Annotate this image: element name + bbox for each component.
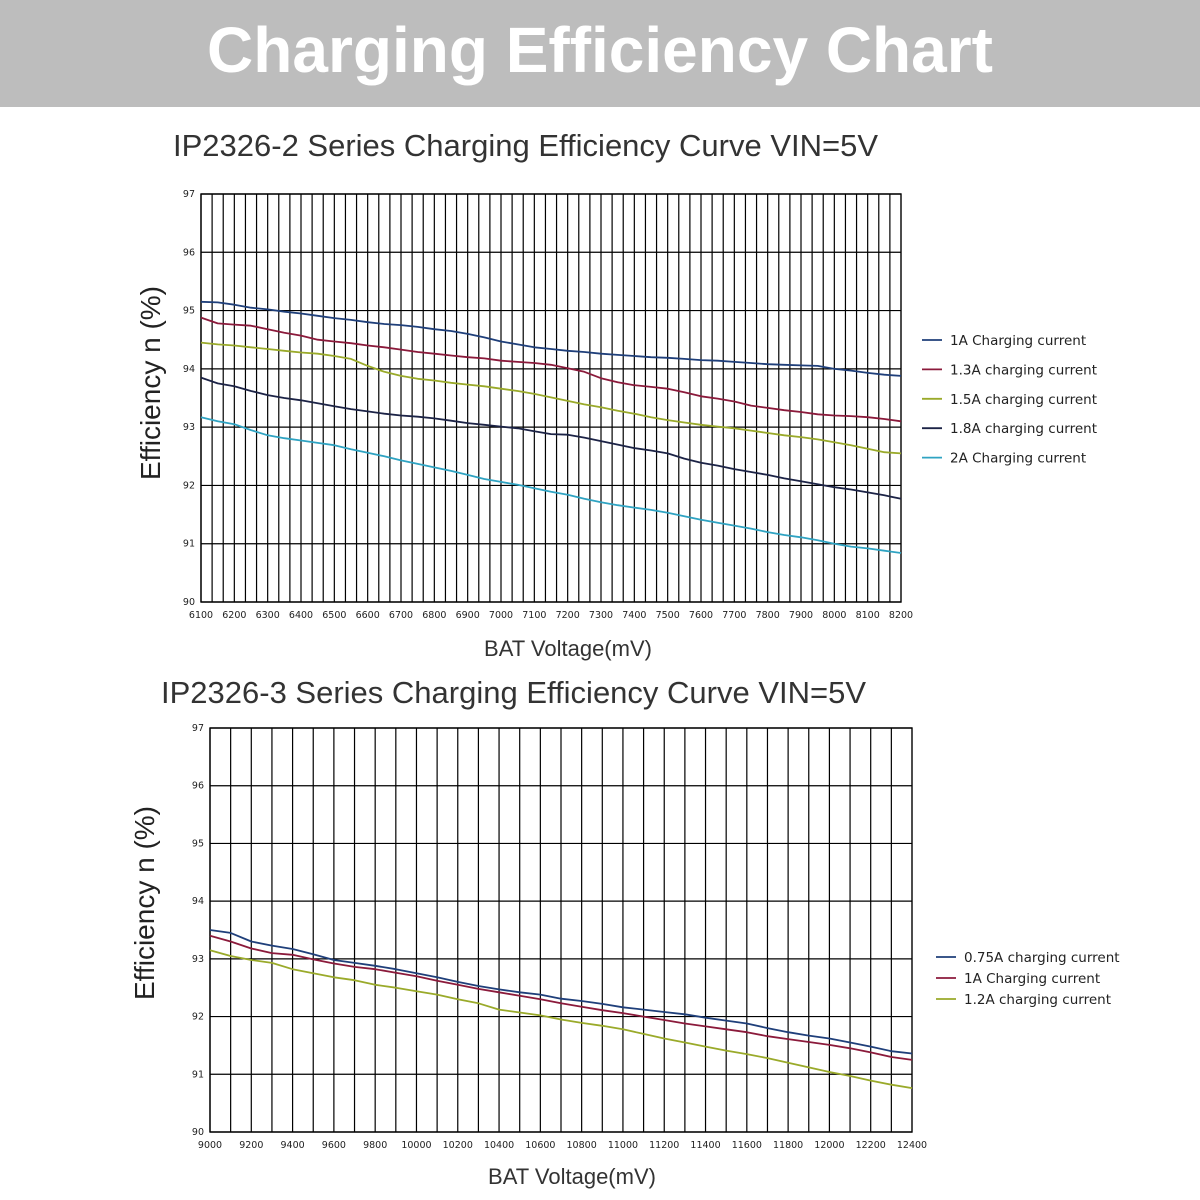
x-tick-label: 11000	[608, 1140, 638, 1151]
x-tick-label: 9600	[322, 1140, 346, 1151]
series-line-1	[200, 300, 902, 377]
y-tick-label: 97	[192, 723, 204, 734]
y-tick-label: 93	[183, 422, 195, 433]
x-tick-label: 6400	[289, 610, 313, 621]
chart-2-title: IP2326-3 Series Charging Efficiency Curv…	[161, 675, 867, 710]
x-tick-label: 6800	[422, 610, 446, 621]
x-tick-label: 12000	[814, 1140, 844, 1151]
series-line-3	[209, 949, 913, 1089]
y-tick-label: 92	[183, 480, 195, 491]
y-tick-label: 92	[192, 1012, 204, 1023]
legend-entry: 1.2A charging current	[964, 992, 1111, 1008]
legend-entry: 1A Charging current	[950, 333, 1086, 349]
x-tick-label: 9400	[280, 1140, 304, 1151]
y-tick-label: 96	[183, 247, 195, 258]
series-line-3	[200, 341, 902, 455]
chart-1-ip2326-2: 6100 6200 6300 6400 6500 6600 6700 6800 6900 7000…	[135, 189, 1097, 661]
legend-entry: 1.8A charging current	[950, 421, 1097, 437]
x-tick-label: 6500	[322, 610, 346, 621]
x-tick-label: 10000	[401, 1140, 431, 1151]
y-axis-label: Efficiency n (%)	[129, 806, 160, 1000]
x-tick-label: 7700	[722, 610, 746, 621]
x-tick-label: 6300	[256, 610, 280, 621]
x-tick-label: 7600	[689, 610, 713, 621]
legend-entry: 1.5A charging current	[950, 392, 1097, 408]
y-tick-label: 95	[192, 838, 204, 849]
y-tick-label: 90	[192, 1127, 204, 1138]
series-line-4	[200, 376, 902, 500]
plot-frame	[200, 193, 902, 603]
chart-1-title: IP2326-2 Series Charging Efficiency Curv…	[173, 128, 879, 163]
x-tick-label: 6100	[189, 610, 213, 621]
x-tick-label: 6900	[456, 610, 480, 621]
x-axis-label: BAT Voltage(mV)	[488, 1164, 656, 1189]
x-tick-label: 12400	[897, 1140, 927, 1151]
x-tick-label: 11800	[773, 1140, 803, 1151]
x-tick-label: 12200	[856, 1140, 886, 1151]
x-tick-label: 11600	[732, 1140, 762, 1151]
legend-entry: 0.75A charging current	[964, 950, 1120, 966]
x-tick-label: 7200	[556, 610, 580, 621]
x-tick-label: 6700	[389, 610, 413, 621]
x-tick-label: 11200	[649, 1140, 679, 1151]
x-tick-label: 7800	[756, 610, 780, 621]
x-tick-label: 11400	[690, 1140, 720, 1151]
x-tick-label: 10400	[484, 1140, 514, 1151]
x-tick-label: 9000	[198, 1140, 222, 1151]
series-line-2	[209, 934, 913, 1061]
page-title: Charging Efficiency Chart	[207, 14, 993, 86]
legend-entry: 1.3A charging current	[950, 362, 1097, 378]
y-tick-label: 95	[183, 306, 195, 317]
header-banner: Charging Efficiency Chart	[0, 0, 1200, 107]
x-tick-label: 9200	[239, 1140, 263, 1151]
series-line-1	[209, 929, 913, 1055]
x-axis-label: BAT Voltage(mV)	[484, 636, 652, 661]
legend-entry: 1A Charging current	[964, 971, 1100, 987]
y-tick-label: 97	[183, 189, 195, 200]
y-tick-label: 91	[183, 539, 195, 550]
x-tick-label: 7400	[622, 610, 646, 621]
x-tick-label: 7300	[589, 610, 613, 621]
y-tick-label: 93	[192, 954, 204, 965]
y-tick-label: 90	[183, 597, 195, 608]
x-tick-label: 7500	[656, 610, 680, 621]
x-tick-label: 10800	[567, 1140, 597, 1151]
x-tick-label: 6200	[222, 610, 246, 621]
series-line-2	[200, 316, 902, 423]
x-tick-label: 9800	[363, 1140, 387, 1151]
y-tick-label: 96	[192, 781, 204, 792]
x-tick-label: 7900	[789, 610, 813, 621]
x-tick-label: 7100	[522, 610, 546, 621]
legend-entry: 2A Charging current	[950, 451, 1086, 467]
chart-2-ip2326-3: 9000 9200 9400 9600 9800 10000 10200 10400 10600…	[129, 723, 1120, 1189]
x-tick-label: 7000	[489, 610, 513, 621]
y-tick-label: 94	[192, 896, 204, 907]
y-tick-label: 94	[183, 364, 195, 375]
series-line-5	[200, 416, 902, 554]
y-tick-label: 91	[192, 1069, 204, 1080]
y-axis-label: Efficiency n (%)	[135, 286, 166, 480]
x-tick-label: 8000	[822, 610, 846, 621]
x-tick-label: 8100	[856, 610, 880, 621]
x-tick-label: 10200	[443, 1140, 473, 1151]
x-tick-label: 6600	[356, 610, 380, 621]
x-tick-label: 10600	[525, 1140, 555, 1151]
x-tick-label: 8200	[889, 610, 913, 621]
